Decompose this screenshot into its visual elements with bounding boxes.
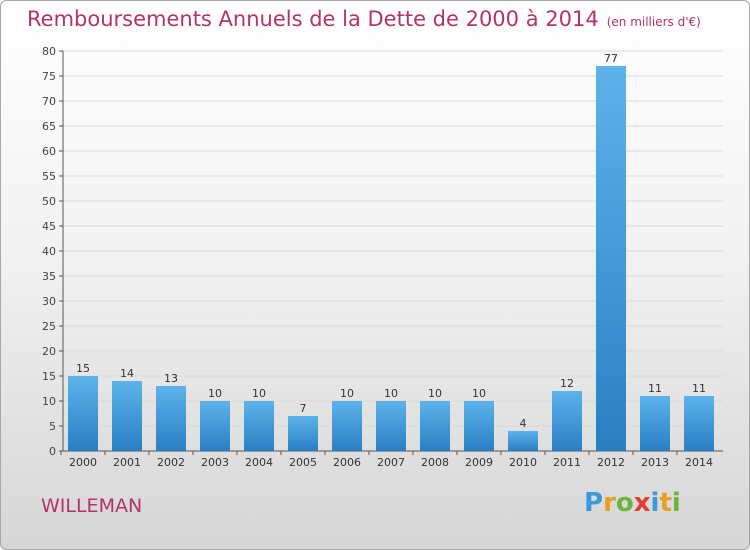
- bar-2006: [332, 401, 362, 451]
- value-label-2009: 10: [472, 387, 486, 400]
- value-label-2014: 11: [692, 382, 706, 395]
- x-tick-label-2012: 2012: [597, 456, 625, 469]
- x-tick-label-2007: 2007: [377, 456, 405, 469]
- logo-letter: r: [603, 488, 616, 518]
- value-label-2006: 10: [340, 387, 354, 400]
- bar-2003: [200, 401, 230, 451]
- value-label-2004: 10: [252, 387, 266, 400]
- logo-letter: P: [584, 488, 604, 518]
- y-tick-label: 40: [42, 245, 56, 258]
- value-label-2000: 15: [76, 362, 90, 375]
- y-tick-label: 55: [42, 170, 56, 183]
- labels: 0 5 10 15 20 25 30 35 40 45 50 55 60 65 70 75 80 15 2000 14…: [42, 45, 713, 469]
- x-tick-label-2002: 2002: [157, 456, 185, 469]
- y-tick-label: 70: [42, 95, 56, 108]
- value-label-2005: 7: [300, 402, 307, 415]
- value-label-2013: 11: [648, 382, 662, 395]
- bar-2004: [244, 401, 274, 451]
- y-tick-label: 15: [42, 370, 56, 383]
- logo-letter: t: [659, 488, 672, 518]
- bar-2013: [640, 396, 670, 451]
- value-label-2001: 14: [120, 367, 134, 380]
- logo-letter: o: [615, 488, 634, 518]
- x-tick-label-2011: 2011: [553, 456, 581, 469]
- bar-2001: [112, 381, 142, 451]
- y-tick-label: 20: [42, 345, 56, 358]
- y-tick-label: 0: [49, 445, 56, 458]
- x-tick-label-2003: 2003: [201, 456, 229, 469]
- bar-2005: [288, 416, 318, 451]
- y-tick-label: 10: [42, 395, 56, 408]
- x-tick-label-2005: 2005: [289, 456, 317, 469]
- bar-2010: [508, 431, 538, 451]
- commune-name: WILLEMAN: [41, 495, 143, 517]
- bar-2002: [156, 386, 186, 451]
- value-label-2011: 12: [560, 377, 574, 390]
- x-tick-label-2014: 2014: [685, 456, 713, 469]
- y-tick-label: 25: [42, 320, 56, 333]
- y-tick-label: 65: [42, 120, 56, 133]
- y-tick-label: 35: [42, 270, 56, 283]
- proxiti-logo: Proxiti: [584, 488, 681, 518]
- y-tick-label: 50: [42, 195, 56, 208]
- bar-2000: [68, 376, 98, 451]
- value-label-2010: 4: [520, 417, 527, 430]
- bar-2008: [420, 401, 450, 451]
- x-tick-label-2013: 2013: [641, 456, 669, 469]
- value-label-2007: 10: [384, 387, 398, 400]
- x-tick-label-2004: 2004: [245, 456, 273, 469]
- x-tick-label-2006: 2006: [333, 456, 361, 469]
- y-tick-label: 5: [49, 420, 56, 433]
- x-tick-label-2008: 2008: [421, 456, 449, 469]
- chart-title-unit: (en milliers d'€): [606, 15, 701, 29]
- x-tick-label-2010: 2010: [509, 456, 537, 469]
- bar-2007: [376, 401, 406, 451]
- logo-letter: i: [650, 488, 660, 518]
- bar-2009: [464, 401, 494, 451]
- y-tick-label: 75: [42, 70, 56, 83]
- y-tick-label: 45: [42, 220, 56, 233]
- chart-title-text: Remboursements Annuels de la Dette de 20…: [27, 7, 599, 31]
- chart-title: Remboursements Annuels de la Dette de 20…: [27, 7, 701, 31]
- y-tick-label: 60: [42, 145, 56, 158]
- value-label-2003: 10: [208, 387, 222, 400]
- logo-letter: x: [633, 488, 651, 518]
- x-tick-label-2001: 2001: [113, 456, 141, 469]
- y-tick-label: 30: [42, 295, 56, 308]
- bar-2011: [552, 391, 582, 451]
- value-label-2012: 77: [604, 52, 618, 65]
- y-tick-label: 80: [42, 45, 56, 58]
- x-tick-label-2000: 2000: [69, 456, 97, 469]
- value-label-2008: 10: [428, 387, 442, 400]
- bar-2012: [596, 66, 626, 451]
- bars: [68, 66, 714, 451]
- x-tick-label-2009: 2009: [465, 456, 493, 469]
- value-label-2002: 13: [164, 372, 178, 385]
- bar-2014: [684, 396, 714, 451]
- logo-letter: i: [671, 488, 681, 518]
